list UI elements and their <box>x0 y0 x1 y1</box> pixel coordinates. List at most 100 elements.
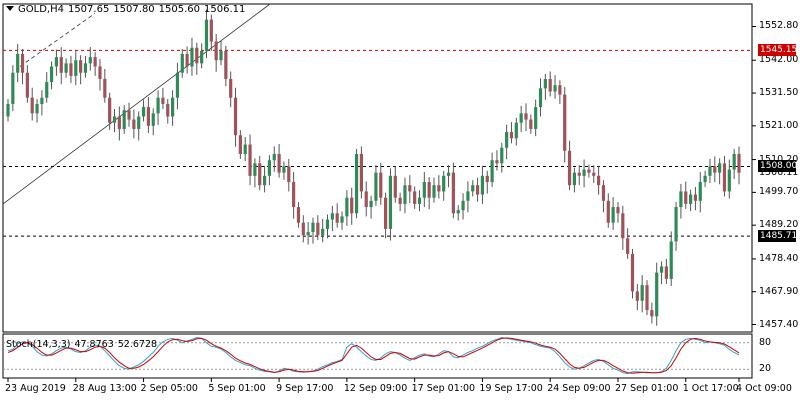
candle-body <box>117 116 121 129</box>
candle-body <box>475 185 480 195</box>
candle-body <box>630 253 635 292</box>
support-price-tag: 1485.71 <box>758 230 798 243</box>
candle-body <box>272 153 276 161</box>
candle-body <box>572 172 577 186</box>
candle-body <box>296 207 301 223</box>
candle-body <box>621 213 625 239</box>
candle-body <box>175 72 180 98</box>
candle-body <box>321 228 325 236</box>
candle-body <box>558 85 562 95</box>
candle-body <box>359 153 363 192</box>
candle-body <box>393 175 397 198</box>
candle-body <box>684 191 688 204</box>
candle-body <box>112 116 117 123</box>
collapse-triangle-icon[interactable] <box>6 6 14 11</box>
candle-body <box>151 113 155 126</box>
candle-body <box>500 147 504 164</box>
x-tick-label: 12 Sep 09:00 <box>343 383 408 394</box>
candle-body <box>170 97 175 117</box>
candle-body <box>156 97 160 114</box>
candle-body <box>587 169 591 173</box>
candle-body <box>553 85 557 92</box>
x-tick-label: 28 Aug 13:00 <box>72 383 137 394</box>
candle-body <box>180 53 184 73</box>
symbol-label: GOLD,H4 <box>18 4 64 15</box>
candle-body <box>597 175 601 186</box>
candle-body <box>543 78 547 89</box>
trendline <box>2 3 271 205</box>
y-tick-label: 1521.00 <box>759 119 799 131</box>
candle-body <box>422 182 426 198</box>
candle-body <box>369 200 373 208</box>
candle-body <box>195 47 199 64</box>
y-tick-label: 1499.70 <box>759 186 799 198</box>
candle-body <box>466 191 470 201</box>
candle-body <box>229 78 233 98</box>
candle-body <box>688 194 693 204</box>
candle-body <box>74 60 78 76</box>
stoch-k-value: 47.8763 <box>74 339 114 350</box>
candle-body <box>204 19 209 51</box>
low-value: 1505.60 <box>158 4 201 15</box>
candle-body <box>727 169 731 192</box>
candle-body <box>577 172 581 176</box>
candle-body <box>640 285 644 301</box>
candle-body <box>69 63 73 76</box>
candle-body <box>626 238 630 254</box>
candle-body <box>722 163 727 192</box>
candle-body <box>267 160 272 176</box>
candle-body <box>122 110 126 129</box>
candle-body <box>698 182 702 201</box>
candle-body <box>495 160 499 164</box>
candle-body <box>485 175 489 183</box>
candle-body <box>40 97 44 104</box>
y-tick-label: 1467.90 <box>759 285 799 297</box>
price-pane-frame <box>2 3 753 333</box>
candle-body <box>20 53 25 73</box>
candle-body <box>737 153 741 173</box>
candle-body <box>674 207 678 242</box>
candle-body <box>524 113 528 120</box>
candle-body <box>509 132 514 139</box>
candle-body <box>311 222 315 233</box>
candle-body <box>490 160 494 183</box>
candle-body <box>664 266 668 279</box>
stoch-header: Stoch(14,3,3) 47.8763 52.6728 <box>6 339 161 350</box>
candle-body <box>238 135 242 154</box>
candle-body <box>258 163 262 186</box>
x-tick-label: 17 Sep 01:00 <box>411 383 476 394</box>
candle-body <box>6 103 10 117</box>
stoch-label: Stoch(14,3,3) <box>6 339 71 350</box>
y-tick-label: 1552.80 <box>759 20 799 32</box>
candle-body <box>248 144 252 176</box>
candle-body <box>616 207 620 214</box>
candle-body <box>200 50 204 64</box>
candle-body <box>54 57 59 67</box>
candle-body <box>611 207 615 223</box>
candle-body <box>35 103 39 114</box>
candle-body <box>354 153 359 214</box>
candle-body <box>301 222 305 236</box>
candle-body <box>379 172 383 198</box>
candle-body <box>592 172 596 176</box>
candle-body <box>529 119 533 129</box>
candle-body <box>325 219 330 229</box>
candle-body <box>413 191 417 204</box>
candle-body <box>287 166 291 183</box>
stoch-d-line <box>7 337 740 374</box>
stoch-d-value: 52.6728 <box>117 339 158 350</box>
candle-body <box>635 291 639 301</box>
stoch-pane-frame <box>2 333 753 379</box>
candle-body <box>669 241 673 279</box>
candle-body <box>30 97 34 114</box>
candle-body <box>538 88 543 108</box>
x-tick-label: 9 Sep 17:00 <box>276 383 334 394</box>
candle-body <box>335 213 339 223</box>
close-value: 1506.11 <box>204 4 246 15</box>
x-tick-label: 19 Sep 17:00 <box>479 383 543 394</box>
candle-body <box>350 197 354 214</box>
candle-body <box>548 78 552 92</box>
candle-body <box>514 122 518 139</box>
candle-body <box>141 107 146 117</box>
